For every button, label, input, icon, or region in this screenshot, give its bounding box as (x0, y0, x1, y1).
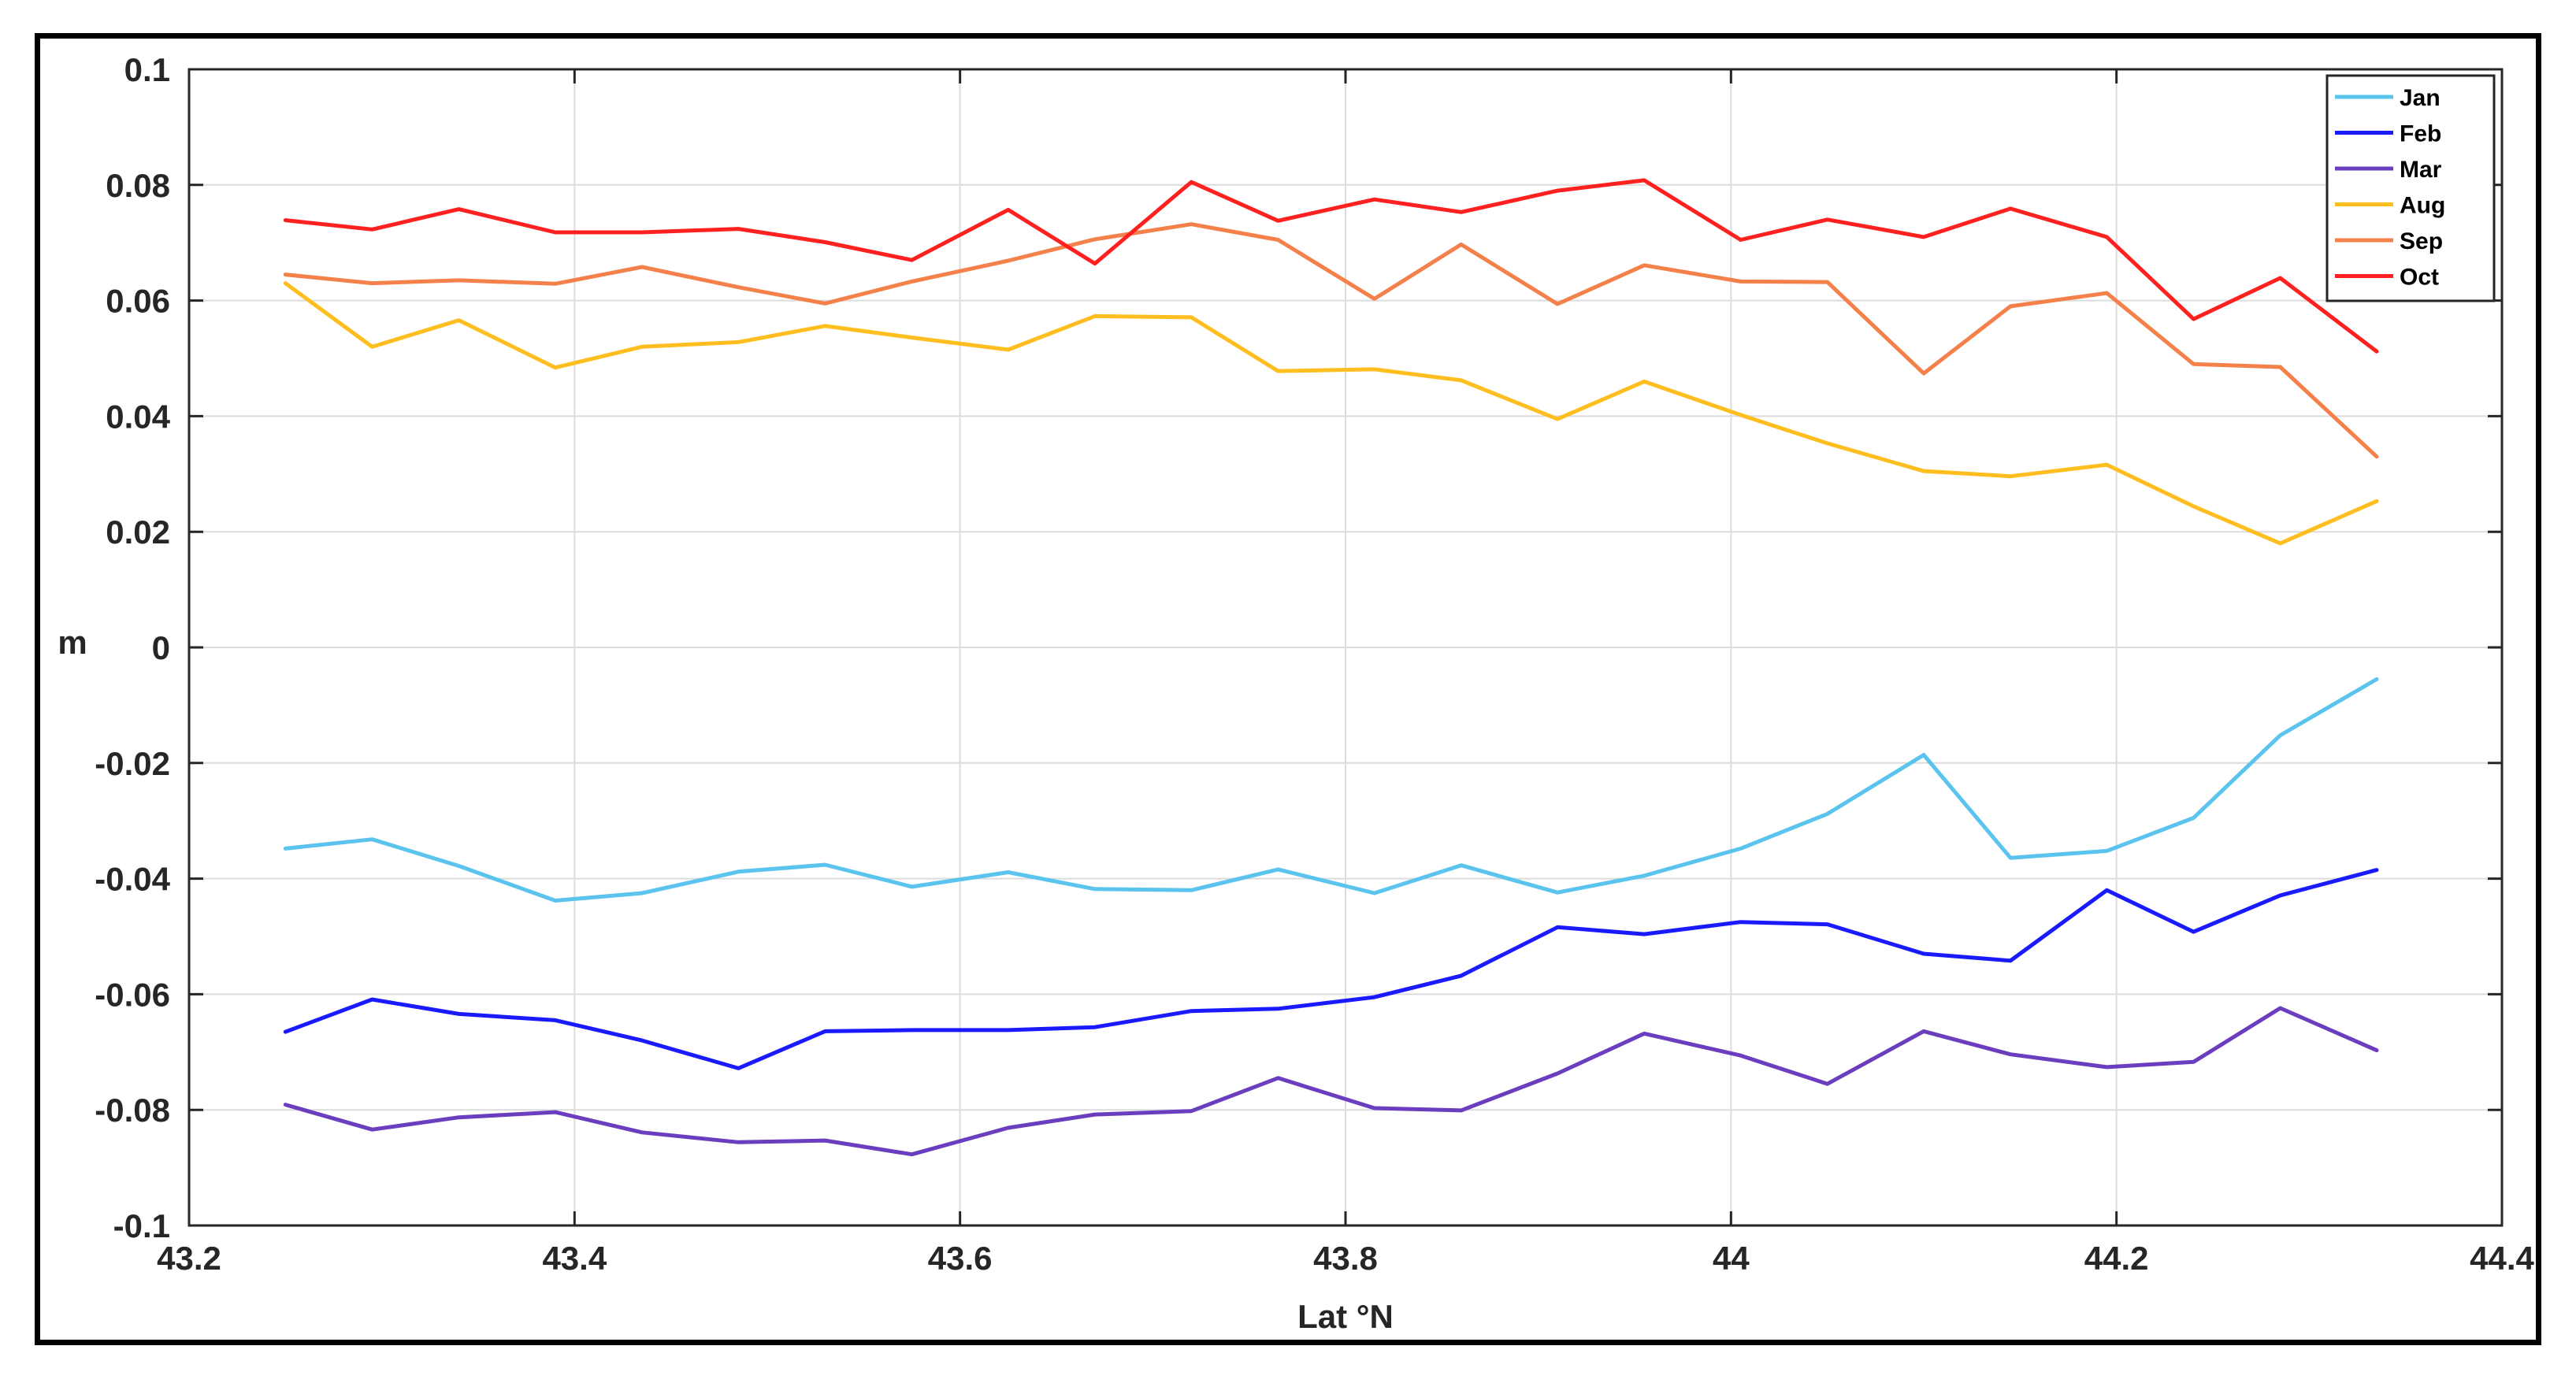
series-line-jan (283, 677, 2379, 903)
x-tick-label: 43.6 (928, 1240, 993, 1277)
series-line-mar (283, 1006, 2379, 1157)
y-tick-label: 0.02 (106, 514, 170, 551)
x-tick-label: 43.2 (157, 1240, 221, 1277)
series-line-feb (283, 868, 2379, 1070)
series-line-sep (283, 222, 2379, 459)
y-tick-label: 0.1 (124, 51, 170, 88)
legend-label-aug: Aug (2400, 193, 2445, 219)
legend-label-feb: Feb (2400, 121, 2441, 147)
legend-label-jan: Jan (2400, 85, 2441, 111)
x-tick-label: 43.8 (1313, 1240, 1378, 1277)
x-axis-label: Lat °N (1297, 1298, 1394, 1335)
legend-label-sep: Sep (2400, 228, 2443, 254)
series-lines (283, 178, 2379, 1157)
legend-label-oct: Oct (2400, 265, 2439, 291)
x-tick-label: 43.4 (542, 1240, 607, 1277)
figure-frame (35, 33, 2541, 1345)
legend-box (2325, 74, 2496, 302)
legend-label-mar: Mar (2400, 157, 2442, 183)
y-tick-label: -0.06 (95, 976, 170, 1013)
axis-ticks: 43.2 43.4 43.6 43.8 44 44.2 44.4 0.1 0.08 0.06 0.0… (95, 51, 2534, 1277)
x-tick-label: 44.2 (2084, 1240, 2149, 1277)
y-tick-label: -0.08 (95, 1092, 170, 1129)
y-axis-label: m (58, 624, 87, 661)
y-tick-label: 0.04 (106, 398, 170, 435)
y-tick-label: 0.08 (106, 167, 170, 204)
y-tick-label: -0.04 (95, 861, 170, 898)
x-tick-label: 44 (1713, 1240, 1750, 1277)
y-tick-label: -0.1 (113, 1207, 170, 1244)
y-tick-label: 0 (152, 629, 170, 666)
x-tick-label: 44.4 (2470, 1240, 2534, 1277)
series-line-aug (283, 281, 2379, 546)
series-line-oct (283, 178, 2379, 354)
legend: Jan Feb Mar Aug Sep Oct (2325, 74, 2496, 302)
y-tick-label: 0.06 (106, 283, 170, 320)
y-tick-label: -0.02 (95, 745, 170, 782)
